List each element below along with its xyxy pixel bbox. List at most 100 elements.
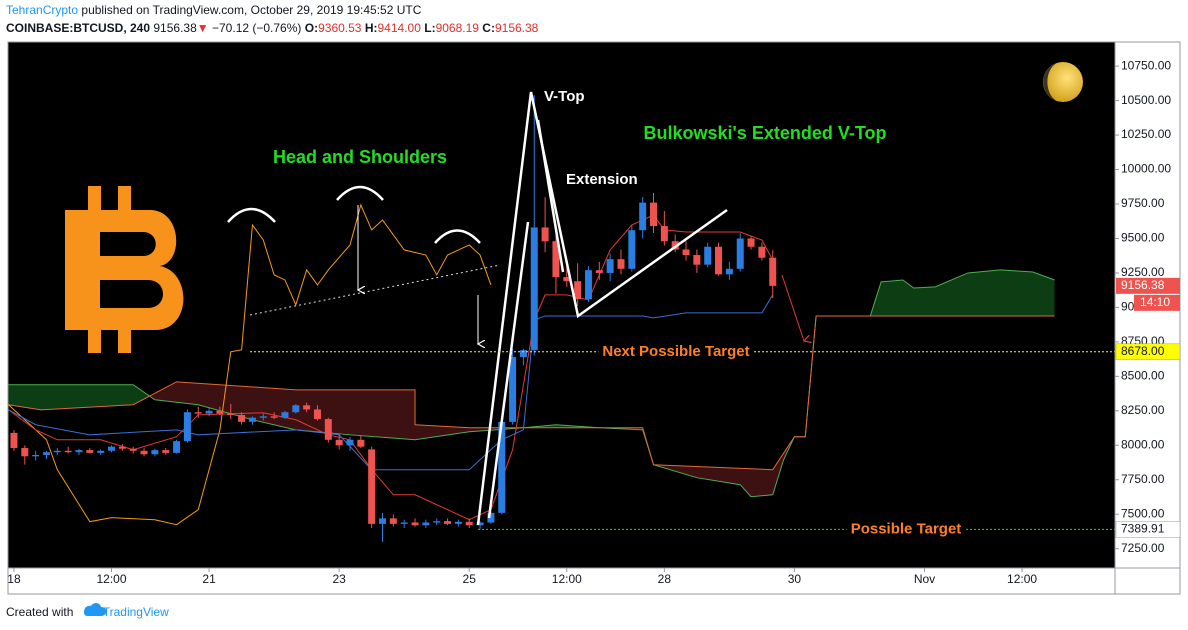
y-tick-label: 10500.00 — [1121, 93, 1171, 107]
candle-body — [53, 450, 61, 453]
cloud-span-b — [8, 315, 1055, 471]
x-tick-label: 23 — [332, 572, 346, 586]
candle-body — [736, 238, 744, 269]
y-tick-label: 8500.00 — [1121, 369, 1165, 383]
candle-body — [64, 450, 72, 453]
x-tick-label: 12:00 — [1007, 572, 1037, 586]
candle-body — [693, 255, 701, 265]
candle-body — [563, 277, 571, 282]
candle-body — [389, 518, 397, 524]
x-tick-label: 12:00 — [552, 572, 582, 586]
header-line: TehranCrypto published on TradingView.co… — [6, 3, 421, 17]
last: 9156.38 — [153, 21, 197, 35]
candle-body — [75, 450, 83, 453]
price-tag — [1115, 521, 1181, 538]
candle-body — [498, 421, 506, 513]
bitcoin-logo — [88, 328, 101, 353]
candle-body — [205, 410, 213, 414]
author[interactable]: TehranCrypto — [6, 3, 79, 17]
candle-body — [335, 439, 343, 446]
candle-body — [682, 249, 690, 256]
arrow: ▼ — [196, 21, 209, 35]
published: published on TradingView.com, October 29… — [81, 3, 422, 17]
indicator-line — [8, 203, 492, 526]
candle-body — [97, 450, 105, 453]
candle-body — [422, 522, 430, 526]
bitcoin-logo — [118, 186, 131, 212]
candle-body — [617, 259, 625, 269]
candle-body — [411, 522, 419, 526]
brand[interactable]: TradingView — [102, 605, 169, 619]
v-top-line — [476, 91, 728, 526]
y-tick-label: 9750.00 — [1121, 196, 1165, 210]
candle-body — [10, 432, 18, 449]
candle-body — [628, 230, 636, 269]
candle-body — [194, 412, 202, 414]
candle-body — [552, 241, 560, 278]
annotation: Extension — [566, 171, 638, 188]
candle-body — [173, 441, 181, 453]
candle-body — [725, 268, 733, 275]
bitcoin-logo — [118, 328, 131, 353]
y-tick-label: 9500.00 — [1121, 231, 1165, 245]
bitcoin-logo — [65, 210, 184, 330]
candle-body — [140, 450, 148, 455]
candle-body — [248, 417, 256, 422]
symbol-line: COINBASE:BTCUSD, 240 9156.38▼ −70.12 (−0… — [6, 21, 538, 35]
low: 9068.19 — [435, 21, 479, 35]
candle-body — [357, 439, 365, 447]
candle-body — [259, 416, 267, 418]
target-label: Next Possible Target — [602, 343, 749, 360]
target-label-bg — [846, 520, 966, 538]
candle-body — [747, 238, 755, 247]
c-label: C: — [482, 21, 495, 35]
candle-body — [313, 409, 321, 420]
candle-body — [606, 259, 614, 273]
bitcoin-logo — [88, 186, 101, 212]
change: −70.12 (−0.76%) — [212, 21, 302, 35]
candle-body — [660, 226, 668, 242]
y-tick-label: 9250.00 — [1121, 265, 1165, 279]
candle-body — [281, 412, 289, 418]
open: 9360.53 — [318, 21, 362, 35]
x-tick-label: Nov — [914, 572, 935, 586]
candle-body — [639, 202, 647, 231]
y-tick-label: 7500.00 — [1121, 506, 1165, 520]
candle-body — [476, 522, 484, 526]
v-top-line — [487, 221, 530, 519]
candle-body — [519, 350, 527, 358]
drawings — [65, 62, 1083, 526]
candle-body — [108, 446, 116, 451]
candle-body — [303, 405, 311, 410]
candle-body — [509, 357, 517, 422]
candle-body — [454, 521, 462, 524]
candle-body — [151, 450, 159, 455]
v-top-line — [536, 119, 565, 273]
annotation: Bulkowski's Extended V-Top — [644, 123, 887, 143]
o-label: O: — [304, 21, 319, 35]
symbol: COINBASE:BTCUSD, 240 — [6, 21, 151, 35]
time-axis — [8, 568, 1115, 594]
candle-body — [465, 521, 473, 526]
candle-body — [216, 410, 224, 414]
countdown-tag — [1134, 294, 1180, 311]
price-tags: 8678.00 7389.91 9156.38 14:10 — [1115, 277, 1181, 538]
candle-body — [650, 202, 658, 227]
frame — [7, 41, 1181, 595]
candle-body — [86, 450, 94, 453]
moon-icon — [1043, 63, 1057, 101]
candle-body — [704, 246, 712, 265]
candle-body — [346, 439, 354, 446]
candle-body — [183, 412, 191, 442]
target-label: Possible Target — [851, 520, 962, 537]
candle-body — [129, 448, 137, 451]
x-tick-label: 25 — [463, 572, 477, 586]
candle-body — [270, 416, 278, 418]
l-label: L: — [424, 21, 436, 35]
price-tag-label: 7389.91 — [1121, 522, 1165, 536]
last-price-label: 9156.38 — [1121, 278, 1165, 292]
footer: Created with TradingView — [6, 605, 169, 619]
candle-body — [769, 257, 777, 286]
y-tick-label: 8000.00 — [1121, 437, 1165, 451]
